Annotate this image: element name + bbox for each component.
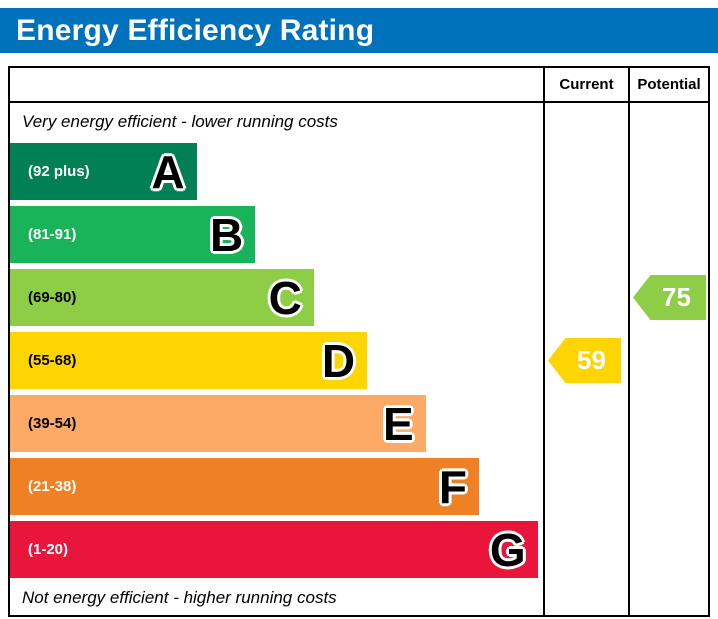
band-bar-a: (92 plus) A xyxy=(10,143,197,200)
header-spacer-cell xyxy=(10,68,543,103)
band-letter: E xyxy=(383,397,414,450)
band-row-d: (55-68) D xyxy=(10,329,543,392)
band-range-label: (1-20) xyxy=(28,541,69,558)
current-column-header: Current xyxy=(543,68,628,103)
band-row-f: (21-38) F xyxy=(10,455,543,518)
band-range-label: (92 plus) xyxy=(28,163,90,180)
epc-rating-chart: Current Potential Very energy efficient … xyxy=(8,66,710,617)
band-range-label: (55-68) xyxy=(28,352,77,369)
band-bar-g: (1-20) G xyxy=(10,521,538,578)
band-row-a: (92 plus) A xyxy=(10,140,543,203)
band-row-e: (39-54) E xyxy=(10,392,543,455)
band-bar-e: (39-54) E xyxy=(10,395,426,452)
band-range-label: (81-91) xyxy=(28,226,77,243)
page-title: Energy Efficiency Rating xyxy=(0,8,718,53)
top-note: Very energy efficient - lower running co… xyxy=(22,111,338,131)
band-letter: D xyxy=(321,334,356,387)
band-letter: B xyxy=(209,208,244,261)
band-row-g: (1-20) G xyxy=(10,518,543,581)
potential-column-header: Potential xyxy=(628,68,708,103)
current-column: 59 xyxy=(543,103,628,615)
band-bar-f: (21-38) F xyxy=(10,458,480,515)
band-range-label: (39-54) xyxy=(28,415,77,432)
band-letter: C xyxy=(268,271,302,324)
band-bar-b: (81-91) B xyxy=(10,206,256,263)
band-bar-d: (55-68) D xyxy=(10,332,368,389)
bottom-note: Not energy efficient - higher running co… xyxy=(22,588,337,607)
band-range-label: (21-38) xyxy=(28,478,77,495)
bands-area: Very energy efficient - lower running co… xyxy=(10,103,543,615)
band-row-b: (81-91) B xyxy=(10,203,543,266)
band-bar-c: (69-80) C xyxy=(10,269,314,326)
potential-rating-marker: 75 xyxy=(633,275,706,320)
band-row-c: (69-80) C xyxy=(10,266,543,329)
band-range-label: (69-80) xyxy=(28,289,77,306)
potential-column: 75 xyxy=(628,103,708,615)
band-letter: F xyxy=(438,460,468,513)
band-letter: G xyxy=(489,523,526,576)
current-rating-marker: 59 xyxy=(548,338,621,383)
band-letter: A xyxy=(151,145,185,198)
